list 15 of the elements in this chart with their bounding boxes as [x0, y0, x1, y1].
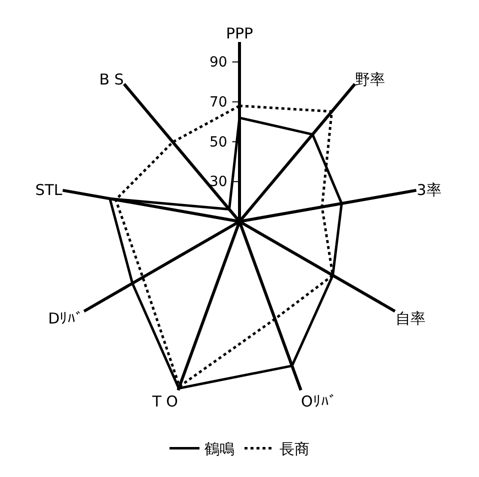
- spoke-label: Dﾘﾊﾞ: [48, 310, 84, 328]
- spoke-label: 3率: [416, 180, 442, 199]
- spoke-label: PPP: [226, 24, 254, 42]
- spoke-label: 自率: [395, 310, 426, 328]
- y-tick-label: 30: [210, 174, 228, 190]
- legend-label: 長商: [280, 440, 310, 458]
- spoke-label: STL: [35, 180, 63, 199]
- spoke-label: B S: [99, 70, 124, 89]
- y-tick-label: 50: [210, 134, 228, 150]
- spoke-label: 野率: [355, 70, 386, 89]
- legend-label: 鶴鳴: [204, 440, 234, 458]
- spoke-label: Oﾘﾊﾞ: [301, 392, 337, 411]
- spoke-label: T O: [151, 392, 178, 411]
- y-tick-label: 90: [210, 54, 228, 70]
- y-tick-label: 70: [210, 94, 228, 110]
